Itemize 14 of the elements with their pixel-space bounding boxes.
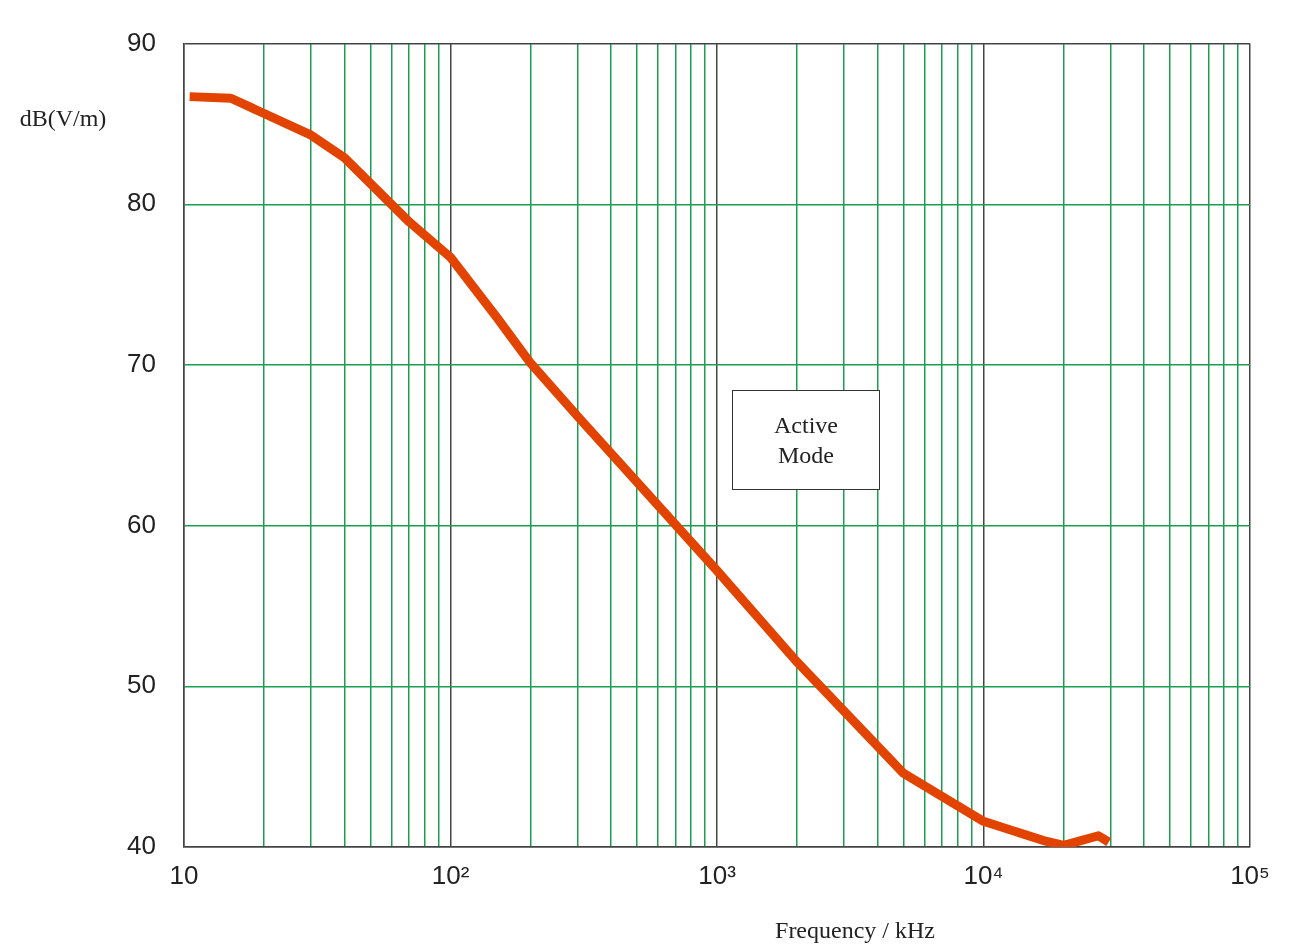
y-tick-label: 60 bbox=[127, 508, 156, 539]
y-tick-label: 90 bbox=[127, 26, 156, 57]
x-tick-label: 10⁵ bbox=[1230, 859, 1270, 890]
y-tick-label: 40 bbox=[127, 830, 156, 861]
y-axis-title: dB(V/m) bbox=[19, 105, 107, 131]
x-tick-label: 10⁴ bbox=[963, 859, 1004, 890]
y-tick-label: 70 bbox=[127, 348, 156, 379]
y-tick-label: 80 bbox=[127, 187, 156, 218]
x-tick-label: 10³ bbox=[698, 859, 737, 890]
x-tick-label: 10 bbox=[169, 859, 199, 890]
x-axis-title: Frequency / kHz bbox=[775, 917, 935, 943]
note-frame: Active Mode bbox=[732, 390, 880, 490]
y-tick-label: 50 bbox=[127, 669, 156, 700]
x-tick-label: 10² bbox=[431, 859, 470, 890]
